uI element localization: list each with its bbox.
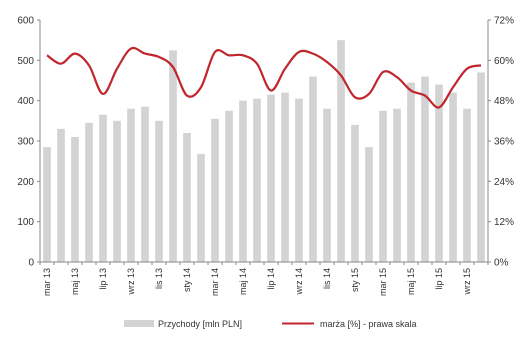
bar-5 (99, 115, 107, 262)
legend-label-line: marża [%] - prawa skala (320, 319, 417, 329)
x-tick-label: sty 14 (182, 268, 192, 292)
bar-series (43, 40, 485, 262)
bar-16 (253, 99, 261, 262)
x-tick-label: wrz 15 (462, 268, 472, 296)
bar-4 (85, 123, 93, 262)
bar-23 (351, 125, 359, 262)
bar-21 (323, 109, 331, 262)
bar-12 (197, 154, 205, 262)
x-tick-label: mar 15 (378, 268, 388, 296)
bar-25 (379, 111, 387, 262)
y-left-tick-label: 0 (28, 258, 34, 269)
y-left-tick-label: 100 (17, 217, 34, 228)
legend: Przychody [mln PLN] marża [%] - prawa sk… (124, 319, 417, 329)
x-tick-label: lip 15 (434, 268, 444, 290)
y-left-tick-label: 500 (17, 56, 34, 67)
y-right-tick-label: 36% (494, 137, 514, 148)
y-right-tick-label: 72% (494, 16, 514, 27)
legend-swatch-bar (124, 320, 154, 327)
x-tick-label: lis 14 (322, 268, 332, 289)
bar-15 (239, 101, 247, 262)
x-tick-label: mar 14 (210, 268, 220, 296)
y-left-tick-label: 600 (17, 16, 34, 27)
y-right-tick-label: 48% (494, 96, 514, 107)
x-tick-label: maj 15 (406, 268, 416, 295)
line-series (47, 48, 481, 108)
bar-11 (183, 133, 191, 262)
x-tick-label: lip 14 (266, 268, 276, 290)
bar-9 (155, 121, 163, 262)
x-tick-label: wrz 14 (294, 268, 304, 296)
bar-24 (365, 147, 373, 262)
y-right-tick-label: 0% (494, 258, 509, 269)
bar-14 (225, 111, 233, 262)
bar-2 (57, 129, 65, 262)
y-right-tick-label: 60% (494, 56, 514, 67)
x-tick-label: maj 14 (238, 268, 248, 295)
y-right-tick-label: 12% (494, 217, 514, 228)
x-tick-label: wrz 13 (126, 268, 136, 296)
bar-29 (435, 85, 443, 262)
x-tick-label: sty 15 (350, 268, 360, 292)
y-left-tick-label: 200 (17, 177, 34, 188)
bar-13 (211, 119, 219, 262)
bar-3 (71, 137, 79, 262)
bar-19 (295, 99, 303, 262)
bar-30 (449, 93, 457, 262)
bar-1 (43, 147, 51, 262)
bar-10 (169, 50, 177, 262)
x-tick-label: mar 13 (42, 268, 52, 296)
bar-20 (309, 76, 317, 262)
bar-28 (421, 76, 429, 262)
margin-line (47, 48, 481, 108)
x-tick-label: lip 13 (98, 268, 108, 290)
y-left-tick-label: 400 (17, 96, 34, 107)
bar-8 (141, 107, 149, 262)
x-tick-label: maj 13 (70, 268, 80, 295)
bar-17 (267, 95, 275, 262)
bar-31 (463, 109, 471, 262)
y-right-tick-label: 24% (494, 177, 514, 188)
bar-18 (281, 93, 289, 262)
bar-32 (477, 72, 485, 262)
bar-6 (113, 121, 121, 262)
bar-7 (127, 109, 135, 262)
bar-26 (393, 109, 401, 262)
legend-label-bar: Przychody [mln PLN] (158, 319, 242, 329)
bar-27 (407, 83, 415, 262)
x-tick-label: lis 13 (154, 268, 164, 289)
y-left-tick-label: 300 (17, 137, 34, 148)
